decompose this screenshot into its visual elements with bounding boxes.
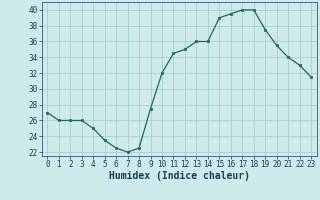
- X-axis label: Humidex (Indice chaleur): Humidex (Indice chaleur): [109, 171, 250, 181]
